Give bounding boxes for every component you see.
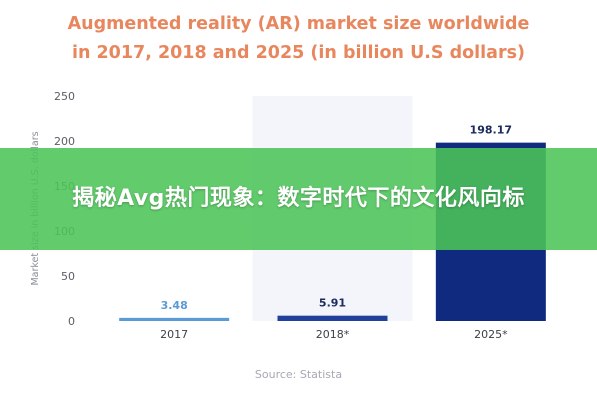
x-tick-label: 2017: [160, 328, 188, 341]
y-tick-label: 0: [68, 315, 75, 328]
data-label: 5.91: [319, 297, 346, 310]
y-tick-label: 200: [54, 135, 75, 148]
bar-1: [119, 317, 230, 321]
chart-title-line-2: in 2017, 2018 and 2025 (in billion U.S d…: [71, 43, 526, 63]
source-label: Source: Statista: [254, 368, 343, 381]
bar-2: [277, 315, 388, 321]
x-tick-label: 2025*: [474, 328, 508, 341]
overlay-banner: 揭秘Avg热门现象：数字时代下的文化风向标: [0, 148, 597, 250]
banner-text: 揭秘Avg热门现象：数字时代下的文化风向标: [72, 186, 525, 211]
chart-title: Augmented reality (AR) market size world…: [0, 10, 597, 68]
data-label: 3.48: [161, 299, 188, 312]
y-tick-label: 250: [54, 90, 75, 103]
data-label: 198.17: [470, 124, 512, 137]
x-tick-label: 2018*: [316, 328, 350, 341]
y-tick-label: 50: [61, 270, 75, 283]
chart-title-line-1: Augmented reality (AR) market size world…: [67, 14, 530, 34]
